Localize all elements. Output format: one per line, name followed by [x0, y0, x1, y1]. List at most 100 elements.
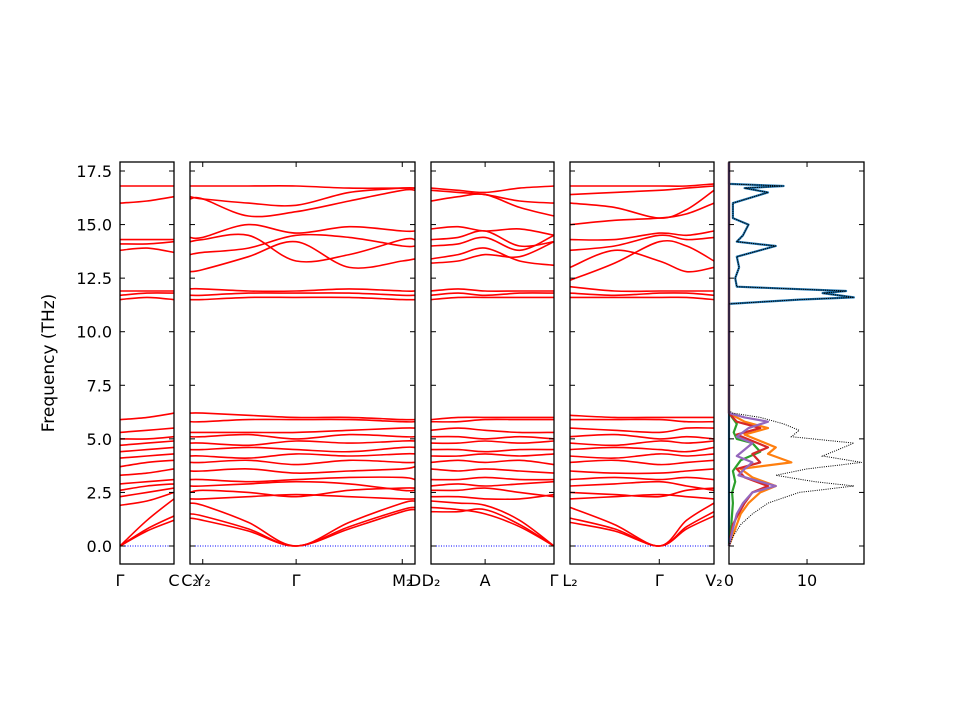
phonon-band: [189, 452, 416, 459]
phonon-band: [119, 296, 175, 301]
phonon-band: [189, 233, 416, 256]
phonon-band: [569, 515, 715, 547]
high-symmetry-label: C₂: [181, 571, 199, 590]
high-symmetry-label: C: [168, 571, 179, 590]
phonon-band: [569, 459, 715, 466]
phonon-band: [430, 189, 555, 204]
phonon-band: [119, 435, 175, 440]
phonon-band: [569, 440, 715, 447]
high-symmetry-label: Γ: [550, 571, 559, 590]
phonon-band: [189, 476, 416, 483]
phonon-band: [119, 446, 175, 453]
phonon-band: [190, 185, 415, 190]
phonon-band: [569, 476, 715, 481]
band-panel-frame: [430, 161, 555, 565]
y-tick-label: 0.0: [87, 537, 112, 556]
phonon-band: [430, 468, 555, 474]
phonon-band: [430, 493, 555, 501]
high-symmetry-label: Y₂: [194, 571, 211, 590]
phonon-band: [119, 292, 175, 297]
phonon-band: [569, 292, 715, 297]
phonon-band: [569, 453, 715, 459]
phonon-band: [430, 480, 555, 487]
phonon-band: [569, 468, 715, 475]
y-axis-label: Frequency (THz): [39, 294, 59, 433]
dos-x-tick-label: 10: [797, 571, 817, 590]
phonon-band: [569, 414, 714, 419]
phonon-band: [569, 230, 715, 241]
phonon-band: [189, 292, 416, 297]
phonon-band: [570, 418, 715, 423]
phonon-band: [430, 506, 555, 547]
phonon-band: [189, 223, 416, 240]
phonon-band: [189, 459, 416, 466]
phonon-band: [189, 465, 416, 474]
y-tick-label: 5.0: [87, 430, 112, 449]
phonon-band: [189, 493, 416, 500]
phonon-band: [430, 193, 555, 217]
phonon-band: [119, 440, 175, 447]
high-symmetry-label: M₂: [392, 571, 412, 590]
phonon-band: [189, 500, 416, 547]
phonon-band: [189, 487, 416, 498]
phonon-band: [569, 285, 714, 293]
phonon-band: [430, 240, 555, 264]
high-symmetry-label: Γ: [116, 571, 125, 590]
y-tick-label: 7.5: [87, 376, 112, 395]
total-dos-line: [728, 162, 862, 547]
dos-panel-frame: [728, 161, 865, 565]
phonon-band: [430, 416, 554, 421]
band-panel-3: [430, 185, 555, 547]
high-symmetry-label: L₂: [562, 571, 577, 590]
phonon-band: [569, 480, 715, 492]
phonon-band: [119, 427, 175, 434]
high-symmetry-label: V₂: [705, 571, 722, 590]
phonon-band: [119, 459, 175, 468]
phonon-band: [119, 453, 175, 459]
phonon-band: [430, 225, 555, 237]
phonon-band: [119, 478, 175, 485]
phonon-band: [430, 487, 555, 498]
phonon-band: [119, 491, 175, 507]
phonon-band: [430, 292, 555, 297]
phonon-band: [569, 446, 715, 453]
phonon-band: [119, 247, 175, 254]
phonon-band: [430, 448, 555, 453]
phonon-band: [189, 287, 416, 293]
phonon-band: [189, 433, 416, 440]
phonon-band: [570, 183, 715, 187]
phonon-band: [189, 446, 416, 453]
phonon-band: [189, 296, 416, 301]
phonon-band: [189, 440, 416, 447]
phonon-band: [569, 426, 715, 434]
phonon-band: [430, 288, 554, 292]
phonon-band: [430, 508, 555, 547]
band-panel-frame: [569, 161, 715, 565]
high-symmetry-label: Γ: [292, 571, 301, 590]
band-panel-2: [189, 185, 416, 547]
y-tick-label: 17.5: [76, 162, 112, 181]
total-dos-line-high: [728, 162, 854, 546]
phonon-band: [190, 427, 416, 434]
phonon-band: [189, 186, 416, 207]
phonon-band: [189, 508, 416, 547]
phonon-band: [189, 480, 416, 492]
partial-dos-line-5: [727, 162, 777, 547]
phonon-band: [430, 230, 555, 248]
phonon-band: [119, 195, 175, 204]
band-panel-frame: [189, 161, 416, 565]
phonon-band: [119, 240, 175, 245]
phonon-band: [119, 483, 175, 492]
phonon-band: [430, 296, 554, 301]
phonon-band: [569, 239, 715, 282]
y-tick-label: 10.0: [76, 323, 112, 342]
phonon-band: [189, 412, 416, 421]
phonon-band: [119, 412, 175, 421]
band-panel-4: [569, 183, 715, 547]
phonon-band: [569, 185, 715, 196]
phonon-band: [430, 459, 555, 466]
y-tick-label: 12.5: [76, 269, 112, 288]
phonon-band: [430, 234, 555, 252]
phonon-band: [430, 453, 555, 457]
